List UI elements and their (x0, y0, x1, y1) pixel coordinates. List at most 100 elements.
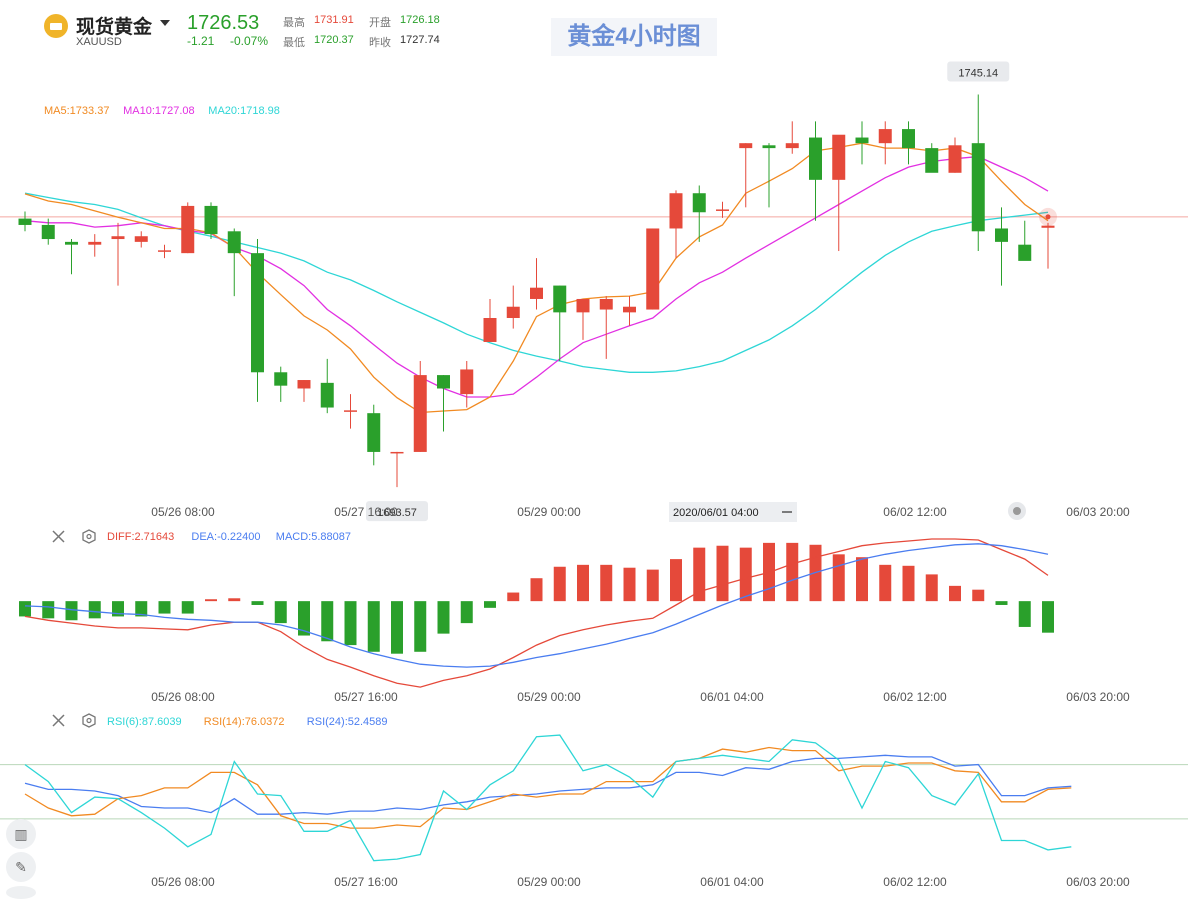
macd-bar[interactable] (739, 547, 752, 602)
candle-body[interactable] (204, 205, 218, 235)
candle-body[interactable] (367, 413, 381, 452)
pencil-icon[interactable]: ✎ (6, 852, 36, 882)
chevron-down-icon[interactable] (160, 20, 170, 26)
macd-bar[interactable] (1018, 601, 1031, 627)
candle-body[interactable] (948, 145, 962, 173)
candle-body[interactable] (88, 241, 102, 245)
instrument-title[interactable]: 现货黄金 (76, 17, 153, 38)
candle-body[interactable] (530, 287, 543, 299)
candle-body[interactable] (111, 236, 125, 240)
candle-body[interactable] (413, 375, 427, 452)
macd-bar[interactable] (577, 564, 589, 602)
candle-body[interactable] (158, 250, 171, 252)
macd-bar[interactable] (530, 578, 543, 602)
macd-bar[interactable] (298, 601, 310, 636)
candle-body[interactable] (809, 137, 822, 180)
macd-bar[interactable] (553, 566, 566, 602)
candle-body[interactable] (971, 143, 985, 232)
candle-body[interactable] (855, 137, 869, 144)
candle-body[interactable] (832, 134, 846, 180)
macd-bar[interactable] (251, 601, 264, 605)
candle-body[interactable] (1018, 244, 1032, 261)
settings-icon[interactable] (82, 529, 96, 544)
macd-bar[interactable] (832, 554, 845, 602)
macd-bar[interactable] (42, 601, 55, 619)
macd-bar[interactable] (507, 592, 520, 602)
candle-body[interactable] (995, 228, 1008, 242)
candle-body[interactable] (669, 193, 683, 229)
macd-bar[interactable] (646, 569, 659, 602)
candle-body[interactable] (902, 129, 915, 149)
candle-body[interactable] (623, 306, 636, 313)
candlestick-icon[interactable]: ▥ (6, 819, 36, 849)
macd-bar[interactable] (414, 601, 427, 652)
macd-bar[interactable] (670, 559, 682, 602)
candle-body[interactable] (344, 410, 357, 412)
candle-body[interactable] (553, 285, 567, 313)
close-icon[interactable] (52, 530, 65, 543)
macd-bar[interactable] (902, 565, 915, 602)
macd-bar[interactable] (158, 601, 171, 614)
macd-bar[interactable] (716, 545, 729, 602)
candle-body[interactable] (460, 369, 474, 395)
macd-bar[interactable] (995, 601, 1008, 605)
candle-body[interactable] (134, 236, 148, 242)
macd-bar[interactable] (437, 601, 450, 634)
macd-bar[interactable] (181, 601, 194, 614)
macd-bar[interactable] (786, 542, 799, 602)
candle-body[interactable] (576, 298, 590, 313)
macd-bar[interactable] (135, 601, 148, 617)
candle-body[interactable] (506, 306, 520, 318)
candle-body[interactable] (227, 231, 241, 254)
macd-bar[interactable] (367, 601, 380, 652)
macd-bar[interactable] (460, 601, 473, 624)
macd-bar[interactable] (274, 601, 287, 624)
macd-bar[interactable] (623, 567, 636, 602)
macd-bar[interactable] (1042, 601, 1054, 633)
candle-body[interactable] (739, 143, 753, 149)
settings-icon[interactable] (82, 713, 96, 728)
macd-bar[interactable] (205, 599, 217, 602)
macd-legend-item: DIFF:2.71643 (107, 531, 174, 543)
candle-body[interactable] (274, 372, 288, 386)
macd-bar[interactable] (228, 598, 241, 602)
candle-body[interactable] (483, 318, 497, 342)
candle-body[interactable] (692, 193, 706, 213)
macd-bar[interactable] (344, 601, 357, 646)
macd-bar[interactable] (856, 557, 868, 602)
candle-body[interactable] (716, 209, 729, 211)
candle-body[interactable] (41, 224, 55, 240)
macd-bar[interactable] (65, 601, 78, 621)
macd-bar[interactable] (925, 574, 938, 602)
candle-body[interactable] (646, 228, 660, 310)
macd-bar[interactable] (484, 601, 496, 608)
candle-body[interactable] (297, 380, 311, 389)
macd-bar[interactable] (949, 585, 961, 602)
candle-body[interactable] (599, 298, 613, 310)
candle-body[interactable] (18, 218, 32, 225)
candle-body[interactable] (251, 253, 264, 373)
macd-bar[interactable] (972, 589, 985, 602)
candle-body[interactable] (390, 451, 404, 454)
macd-bar[interactable] (391, 601, 403, 654)
candle-body[interactable] (181, 205, 195, 254)
candle-body[interactable] (762, 145, 776, 149)
tool-more-icon[interactable] (6, 886, 36, 899)
macd-bar[interactable] (88, 601, 101, 619)
candle-body[interactable] (878, 129, 892, 144)
macd-bar[interactable] (112, 601, 124, 617)
candle-body[interactable] (785, 143, 799, 149)
macd-bar[interactable] (600, 564, 613, 602)
candle-body[interactable] (65, 241, 78, 245)
macd-bar[interactable] (19, 601, 31, 617)
candle-body[interactable] (320, 382, 334, 408)
macd-bar[interactable] (693, 547, 706, 602)
candle-body[interactable] (437, 375, 450, 389)
candle-body[interactable] (1041, 225, 1055, 228)
candle-body[interactable] (925, 148, 939, 173)
macd-bar[interactable] (879, 564, 892, 602)
macd-bar[interactable] (321, 601, 334, 642)
quote-header: 现货黄金 XAUUSD 1726.53 -1.21 -0.07% 最高 1731… (0, 0, 1188, 60)
close-icon[interactable] (52, 714, 65, 727)
